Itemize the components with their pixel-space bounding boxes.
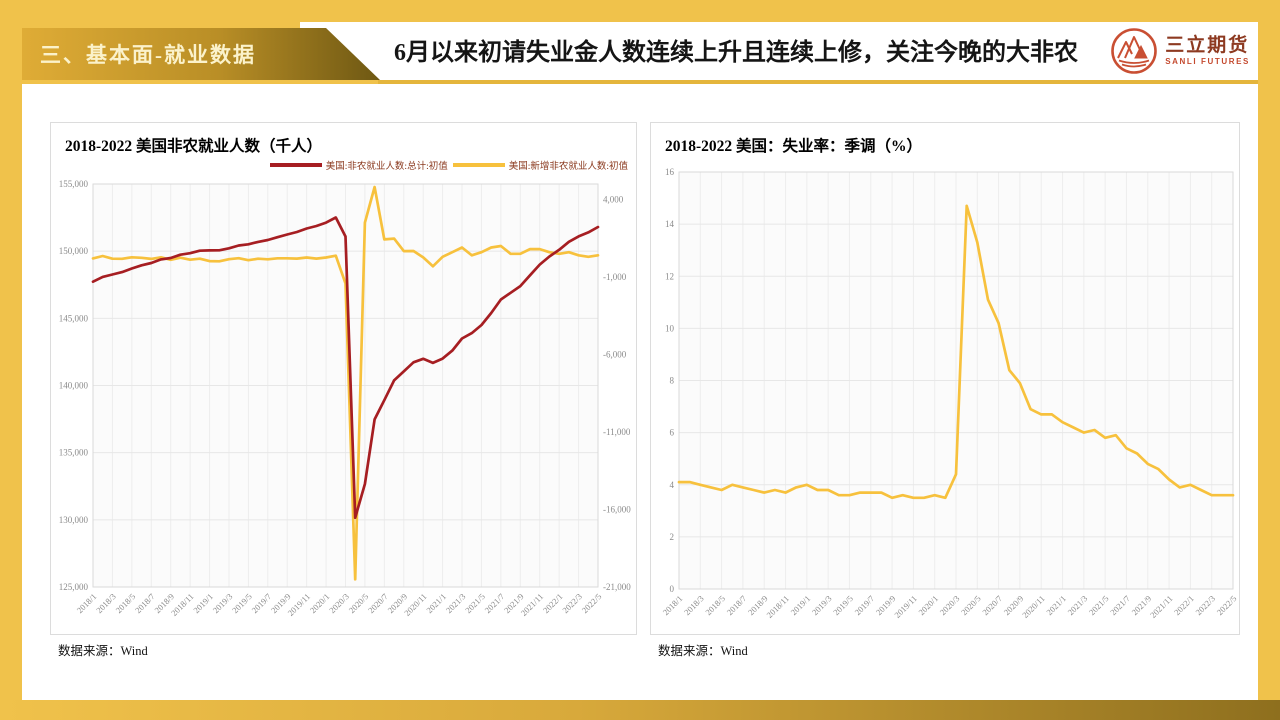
legend-label: 美国:非农就业人数:总计:初值: [325, 162, 448, 172]
svg-text:2021/3: 2021/3: [444, 591, 468, 615]
header-band: [300, 22, 1258, 80]
svg-text:4,000: 4,000: [603, 195, 624, 205]
svg-text:2018/1: 2018/1: [661, 593, 685, 617]
sanli-logo-icon: [1111, 28, 1157, 74]
svg-text:0: 0: [670, 584, 675, 594]
svg-text:2019/11: 2019/11: [892, 593, 919, 620]
svg-text:125,000: 125,000: [59, 582, 89, 592]
svg-text:10: 10: [665, 323, 675, 333]
svg-text:6: 6: [670, 428, 675, 438]
svg-text:130,000: 130,000: [59, 515, 89, 525]
legend-item: 美国:新增非农就业人数:初值: [452, 158, 628, 172]
svg-text:135,000: 135,000: [59, 448, 89, 458]
svg-text:2021/1: 2021/1: [424, 591, 448, 615]
svg-text:2020/5: 2020/5: [347, 591, 371, 615]
source-note-left: 数据来源：Wind: [58, 644, 148, 658]
svg-text:150,000: 150,000: [59, 246, 89, 256]
svg-text:140,000: 140,000: [59, 381, 89, 391]
svg-text:2018/7: 2018/7: [133, 591, 157, 615]
svg-text:2022/3: 2022/3: [1193, 593, 1217, 617]
header-underline: [378, 80, 1258, 84]
red-line-swatch: [269, 163, 322, 167]
svg-text:2019/7: 2019/7: [249, 591, 273, 615]
svg-text:4: 4: [670, 480, 675, 490]
company-logo: 三立期货 SANLI FUTURES: [1110, 27, 1250, 75]
svg-text:2021/11: 2021/11: [1148, 593, 1175, 620]
svg-text:2020/5: 2020/5: [959, 593, 983, 617]
nonfarm-chart-plot: 155,000 150,000 145,000 140,000 135,000 130,0…: [59, 179, 631, 618]
svg-text:2019/7: 2019/7: [852, 593, 876, 617]
bottom-gold-bar: [0, 700, 1280, 720]
svg-text:2018/5: 2018/5: [113, 591, 137, 615]
svg-text:-16,000: -16,000: [603, 505, 631, 515]
nonfarm-chart-title: 2018-2022 美国非农就业人数（千人）: [65, 138, 323, 155]
svg-text:2022/3: 2022/3: [560, 591, 584, 615]
nonfarm-chart-card: 2018-2022 美国非农就业人数（千人） 美国:非农就业人数:总计:初值 美…: [50, 122, 637, 635]
svg-text:2018/7: 2018/7: [725, 593, 749, 617]
svg-text:2018/3: 2018/3: [94, 591, 118, 615]
svg-text:2: 2: [670, 532, 675, 542]
svg-text:2020/3: 2020/3: [327, 591, 351, 615]
unemployment-chart-card: 2018-2022 美国：失业率：季调（%） 16 14 12 10 8 6 4 2 0 2018…: [650, 122, 1240, 635]
svg-text:155,000: 155,000: [59, 179, 89, 189]
svg-text:2021/5: 2021/5: [463, 591, 487, 615]
svg-text:2019/5: 2019/5: [230, 591, 254, 615]
svg-text:2022/5: 2022/5: [1215, 593, 1239, 617]
svg-text:12: 12: [665, 271, 674, 281]
svg-text:2021/1: 2021/1: [1044, 593, 1068, 617]
header-section-box: 三、基本面-就业数据: [22, 28, 380, 80]
page-title: 6月以来初请失业金人数连续上升且连续上修，关注今晚的大非农: [394, 40, 1078, 66]
svg-text:2020/1: 2020/1: [916, 593, 940, 617]
logo-name-en: SANLI FUTURES: [1165, 56, 1250, 66]
svg-text:2020/7: 2020/7: [366, 591, 390, 615]
svg-text:2020/7: 2020/7: [980, 593, 1004, 617]
svg-text:2022/1: 2022/1: [541, 591, 565, 615]
svg-text:2021/7: 2021/7: [1108, 593, 1132, 617]
svg-text:2019/1: 2019/1: [191, 591, 215, 615]
svg-text:2018/5: 2018/5: [703, 593, 727, 617]
svg-text:2022/5: 2022/5: [580, 591, 604, 615]
svg-text:2019/3: 2019/3: [211, 591, 235, 615]
legend-item: 美国:非农就业人数:总计:初值: [269, 158, 448, 172]
svg-text:-21,000: -21,000: [603, 582, 631, 592]
svg-text:2020/3: 2020/3: [938, 593, 962, 617]
svg-text:2019/3: 2019/3: [810, 593, 834, 617]
svg-text:2022/1: 2022/1: [1172, 593, 1196, 617]
svg-text:2019/1: 2019/1: [788, 593, 812, 617]
svg-text:16: 16: [665, 167, 675, 177]
svg-text:-1,000: -1,000: [603, 272, 627, 282]
svg-text:2021/5: 2021/5: [1087, 593, 1111, 617]
yellow-line-swatch: [452, 163, 505, 167]
unemployment-chart-title: 2018-2022 美国：失业率：季调（%）: [665, 138, 923, 155]
svg-text:-6,000: -6,000: [603, 350, 627, 360]
svg-text:2021/7: 2021/7: [483, 591, 507, 615]
svg-text:8: 8: [670, 376, 675, 386]
svg-text:-11,000: -11,000: [603, 427, 631, 437]
svg-text:145,000: 145,000: [59, 313, 89, 323]
svg-text:2020/1: 2020/1: [308, 591, 332, 615]
svg-text:2018/11: 2018/11: [764, 593, 791, 620]
nonfarm-chart-legend: 美国:非农就业人数:总计:初值 美国:新增非农就业人数:初值: [269, 158, 628, 172]
svg-text:2019/5: 2019/5: [831, 593, 855, 617]
legend-label: 美国:新增非农就业人数:初值: [508, 162, 628, 172]
svg-text:2018/1: 2018/1: [75, 591, 99, 615]
logo-name-cn: 三立期货: [1165, 34, 1250, 56]
svg-text:2020/11: 2020/11: [1020, 593, 1047, 620]
source-note-right: 数据来源：Wind: [658, 644, 748, 658]
svg-text:2021/3: 2021/3: [1065, 593, 1089, 617]
svg-text:2018/3: 2018/3: [682, 593, 706, 617]
section-label: 三、基本面-就业数据: [40, 43, 256, 67]
svg-text:14: 14: [665, 219, 675, 229]
